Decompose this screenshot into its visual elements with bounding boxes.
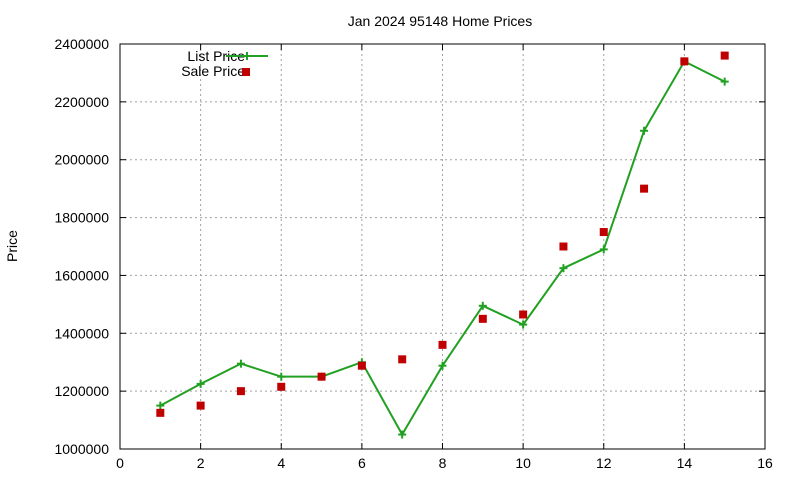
- legend-marker-list-price: [243, 52, 251, 60]
- chart-title: Jan 2024 95148 Home Prices: [348, 13, 532, 29]
- y-tick-label: 2200000: [54, 94, 109, 110]
- x-tick-label: 16: [757, 455, 773, 471]
- x-tick-label: 14: [677, 455, 693, 471]
- legend: List Price Sale Price: [181, 48, 268, 79]
- list-price-point: [277, 372, 286, 381]
- sale-price-point: [398, 355, 407, 364]
- grid: [120, 44, 765, 449]
- list-price-point: [398, 430, 407, 439]
- x-tick-label: 4: [277, 455, 285, 471]
- legend-label-sale-price: Sale Price: [181, 63, 245, 79]
- sale-price-point: [357, 361, 366, 370]
- sale-price-point: [478, 314, 487, 323]
- list-price-point: [519, 320, 528, 329]
- y-tick-label: 1000000: [54, 441, 109, 457]
- sale-price-point: [196, 401, 205, 410]
- y-tick-label: 2000000: [54, 152, 109, 168]
- sale-price-point: [559, 242, 568, 251]
- y-tick-label: 1200000: [54, 383, 109, 399]
- series: [156, 51, 729, 439]
- y-tick-label: 1600000: [54, 267, 109, 283]
- y-axis-label: Price: [4, 230, 20, 262]
- list-price-point: [196, 379, 205, 388]
- list-price-point: [640, 126, 649, 135]
- series-line-list-price: [159, 60, 726, 436]
- sale-price-point: [277, 382, 286, 391]
- list-price-point: [478, 301, 487, 310]
- x-tick-label: 10: [515, 455, 531, 471]
- sale-price-point: [680, 57, 689, 66]
- x-tick-label: 12: [596, 455, 612, 471]
- sale-price-point: [317, 372, 326, 381]
- sale-price-point: [519, 310, 528, 319]
- sale-price-point: [236, 387, 245, 396]
- list-price-point: [236, 359, 245, 368]
- y-tick-label: 1400000: [54, 325, 109, 341]
- list-price-point: [156, 401, 165, 410]
- axis-ticks: 0 2 4 6 8 10 12 14 16 1000000 1200000 1400000 160000…: [54, 36, 773, 471]
- y-tick-label: 1800000: [54, 210, 109, 226]
- y-tick-label: 2400000: [54, 36, 109, 52]
- list-price-point: [559, 264, 568, 273]
- x-tick-label: 0: [116, 455, 124, 471]
- x-tick-label: 8: [439, 455, 447, 471]
- list-price-point: [720, 77, 729, 86]
- sale-price-point: [720, 51, 729, 60]
- sale-price-point: [156, 408, 165, 417]
- list-price-point: [438, 361, 447, 370]
- x-tick-label: 6: [358, 455, 366, 471]
- x-tick-label: 2: [197, 455, 205, 471]
- sale-price-point: [599, 228, 608, 237]
- sale-price-point: [640, 184, 649, 193]
- legend-marker-sale-price: [242, 68, 250, 76]
- list-price-point: [599, 245, 608, 254]
- legend-label-list-price: List Price: [187, 48, 245, 64]
- sale-price-point: [438, 340, 447, 349]
